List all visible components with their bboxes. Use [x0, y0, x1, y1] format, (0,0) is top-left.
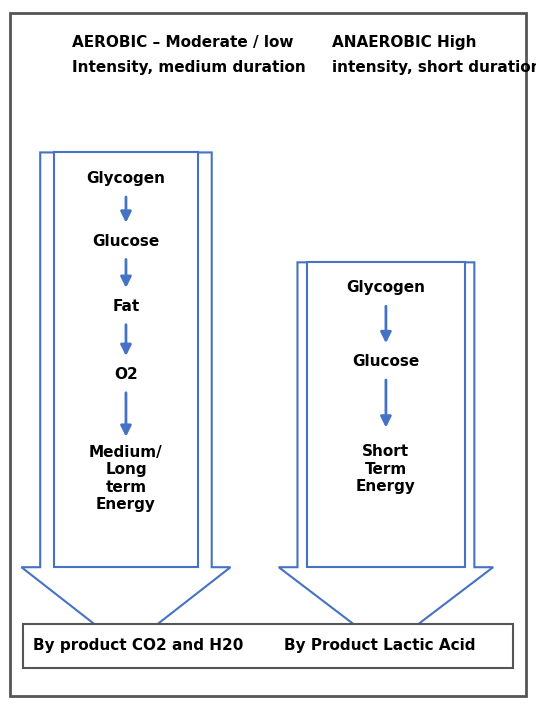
- Text: O2: O2: [114, 367, 138, 382]
- Text: Glycogen: Glycogen: [86, 171, 166, 186]
- Text: Glucose: Glucose: [92, 233, 160, 249]
- Text: AEROBIC – Moderate / low: AEROBIC – Moderate / low: [72, 35, 294, 50]
- Text: Short
Term
Energy: Short Term Energy: [356, 445, 416, 494]
- Text: Intensity, medium duration: Intensity, medium duration: [72, 60, 306, 75]
- Text: By Product Lactic Acid: By Product Lactic Acid: [284, 638, 475, 654]
- Polygon shape: [21, 152, 230, 649]
- FancyBboxPatch shape: [10, 13, 526, 696]
- Text: Fat: Fat: [113, 298, 139, 314]
- Text: ANAEROBIC High: ANAEROBIC High: [332, 35, 477, 50]
- FancyBboxPatch shape: [307, 262, 465, 567]
- Text: Medium/
Long
term
Energy: Medium/ Long term Energy: [89, 445, 163, 512]
- Text: Glucose: Glucose: [352, 354, 420, 369]
- Text: Glycogen: Glycogen: [346, 280, 426, 296]
- FancyBboxPatch shape: [23, 624, 513, 668]
- Text: intensity, short duration: intensity, short duration: [332, 60, 536, 75]
- Polygon shape: [279, 262, 493, 649]
- Text: By product CO2 and H20: By product CO2 and H20: [33, 638, 243, 654]
- FancyBboxPatch shape: [54, 152, 198, 567]
